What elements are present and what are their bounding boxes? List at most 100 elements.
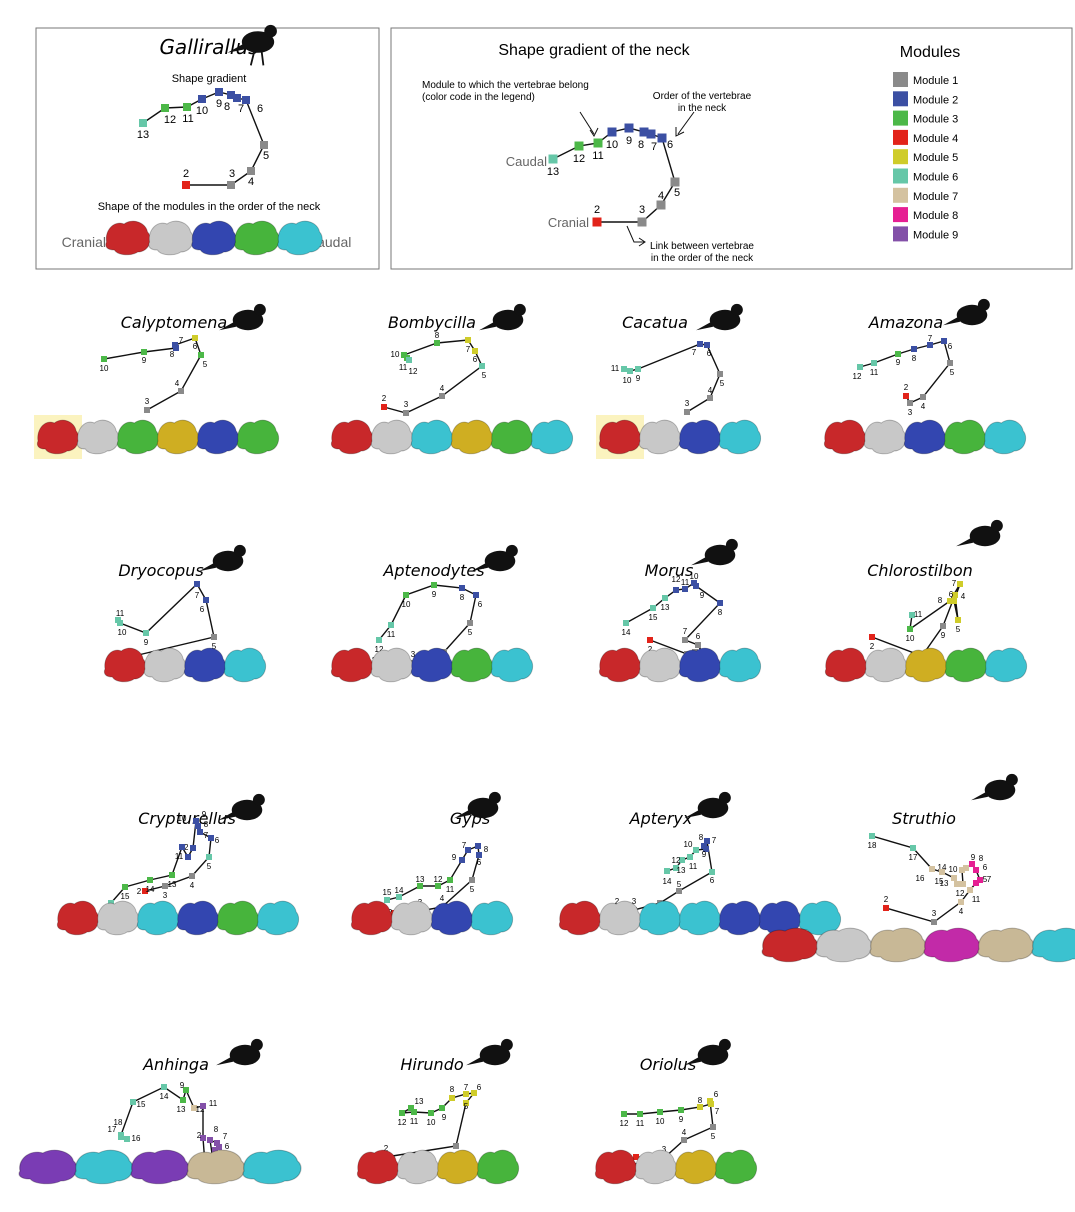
vertebra-number: 15 (383, 888, 392, 897)
arrow-module (579, 111, 595, 135)
vertebra-number: 8 (450, 1085, 455, 1094)
vertebra-marker (639, 127, 649, 137)
vertebra-number: 3 (632, 897, 637, 906)
module-vertebra-shape (148, 220, 194, 256)
vertebra-marker (183, 1087, 189, 1093)
vertebra-marker (406, 357, 412, 363)
species-panel-bombycilla: Bombycilla 2 3 4 567 8 10 11 12 (330, 303, 574, 455)
vertebra-number: 6 (215, 836, 220, 845)
vertebra-number: 7 (712, 836, 717, 845)
species-silhouette-icon (956, 519, 1003, 547)
vertebra-number: 15 (935, 877, 944, 886)
vertebra-marker (650, 605, 656, 611)
vertebra-number: 15 (649, 613, 658, 622)
module-vertebra-shape (183, 647, 227, 683)
module-vertebra-shape (76, 419, 120, 455)
vertebra-marker (709, 869, 715, 875)
vertebra-marker (676, 888, 682, 894)
vertebra-marker (957, 581, 963, 587)
species-panel-anhinga: Anhinga161718151413912112356784 (18, 1038, 302, 1185)
vertebra-number: 9 (144, 638, 149, 647)
vertebra-marker (124, 1136, 130, 1142)
vertebra-marker (621, 366, 627, 372)
vertebra-marker (169, 872, 175, 878)
module-vertebra-shape (74, 1149, 134, 1185)
vertebra-marker (662, 595, 668, 601)
vertebra-number: 8 (698, 1096, 703, 1105)
vertebra-number: 11 (410, 1117, 419, 1126)
module-vertebra-shape (236, 419, 280, 455)
vertebra-marker (682, 637, 688, 643)
vertebra-marker (954, 881, 960, 887)
gallirallus-module-shapes (105, 220, 323, 256)
species-title: Struthio (892, 809, 956, 828)
vertebra-marker (376, 637, 382, 643)
vertebra-number: 8 (170, 350, 175, 359)
vertebra-marker (907, 626, 913, 632)
module-vertebra-shape (678, 419, 722, 455)
vertebra-marker (459, 585, 465, 591)
vertebra-marker (447, 877, 453, 883)
module-vertebra-shape (136, 900, 180, 936)
legend-swatch (893, 110, 908, 126)
species-title: Amazona (868, 313, 943, 332)
species-title: Bombycilla (388, 313, 476, 332)
vertebra-number: 6 (983, 863, 988, 872)
vertebra-number: 9 (679, 1115, 684, 1124)
vertebra-marker (247, 167, 255, 175)
vertebra-number: 7 (987, 875, 992, 884)
gallirallus-silhouette-icon (227, 24, 277, 66)
module-vertebra-shape (470, 900, 514, 936)
vertebra-number: 11 (689, 862, 698, 871)
vertebra-marker (214, 1140, 220, 1146)
vertebra-marker (869, 634, 875, 640)
vertebra-number: 5 (956, 625, 961, 634)
vertebra-number: 18 (114, 1118, 123, 1127)
vertebra-marker (453, 1143, 459, 1149)
module-vertebra-shape (558, 900, 602, 936)
vertebra-marker (931, 919, 937, 925)
species-silhouette-icon (216, 1038, 263, 1066)
vertebra-marker (977, 877, 983, 883)
vertebra-number: 11 (175, 852, 184, 861)
module-vertebra-shape (130, 1149, 190, 1185)
vertebra-number: 4 (190, 881, 195, 890)
vertebra-number: 7 (683, 627, 688, 636)
vertebra-number: 5 (203, 360, 208, 369)
module-vertebra-shape (450, 647, 494, 683)
module-vertebra-shape (410, 647, 454, 683)
vertebra-number: 13 (677, 866, 686, 875)
module-vertebra-shape (984, 647, 1028, 683)
vertebra-number: 6 (257, 103, 263, 115)
species-title: Oriolus (640, 1055, 696, 1074)
legend: Module 1 Module 2 Module 3 Module 4 Module 5… (893, 72, 958, 242)
vertebra-number: 5 (711, 1132, 716, 1141)
vertebra-marker (695, 642, 701, 648)
module-vertebra-shape (350, 900, 394, 936)
vertebra-number: 7 (464, 1083, 469, 1092)
vertebra-marker (907, 400, 913, 406)
vertebra-number: 15 (137, 1100, 146, 1109)
module-vertebra-shape (638, 419, 682, 455)
vertebra-number: 10 (100, 364, 109, 373)
module-vertebra-shape (186, 1149, 246, 1185)
vertebra-marker (920, 394, 926, 400)
vertebra-number: 5 (468, 628, 473, 637)
vertebra-marker (260, 141, 268, 149)
vertebra-number: 2 (594, 204, 600, 216)
vertebra-marker (439, 393, 445, 399)
vertebra-marker (857, 364, 863, 370)
vertebra-marker (678, 1107, 684, 1113)
vertebra-marker (673, 865, 679, 871)
vertebra-marker (903, 393, 909, 399)
vertebra-number: 8 (912, 354, 917, 363)
module-vertebra-shape (450, 419, 494, 455)
vertebra-marker (183, 103, 191, 111)
vertebra-marker (200, 1103, 206, 1109)
module-vertebra-shape (864, 647, 908, 683)
module-vertebra-shape (638, 647, 682, 683)
vertebra-number: 3 (908, 408, 913, 417)
